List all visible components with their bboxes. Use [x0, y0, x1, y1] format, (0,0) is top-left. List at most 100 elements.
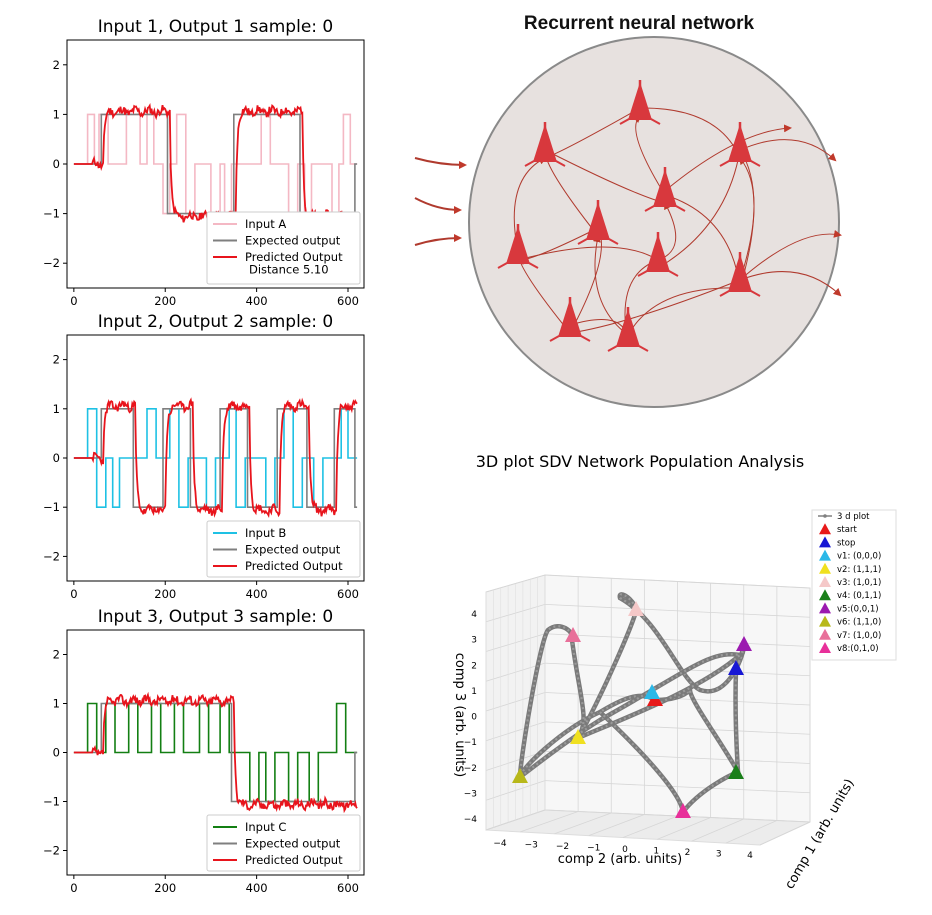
- x-tick-label: 1: [653, 847, 659, 857]
- vertex-marker: [675, 803, 691, 818]
- gridline: [725, 820, 778, 844]
- chart-title: Input 2, Output 2 sample: 0: [98, 312, 333, 332]
- neuron-dendrite: [675, 205, 686, 212]
- z-tick-label: −4: [464, 815, 478, 825]
- y-tick-label: −1: [43, 795, 60, 809]
- y-tick-label: −1: [43, 500, 60, 514]
- z-tick-label: 4: [471, 610, 477, 620]
- series-expected: [73, 702, 358, 803]
- gridline: [657, 817, 711, 840]
- vertex-markers: [512, 601, 752, 818]
- neuron-dendrite: [644, 205, 655, 212]
- trajectory-path: [517, 652, 746, 780]
- neuron-dendrite: [638, 345, 649, 352]
- legend-swatch: [819, 615, 831, 627]
- neuron-dendrite: [619, 118, 630, 125]
- x-tick-label: 200: [154, 881, 176, 895]
- legend-label: v7: (1,0,0): [837, 631, 881, 641]
- chart-title: Input 1, Output 1 sample: 0: [98, 17, 333, 37]
- y-tick-label: 1: [53, 402, 60, 416]
- neuron-dendrite: [497, 262, 508, 269]
- x-tick-label: 0: [70, 881, 77, 895]
- y-tick-label: 0: [53, 451, 60, 465]
- vertex-marker: [728, 764, 744, 779]
- legend-label: Expected output: [245, 543, 341, 557]
- x-tick-label: 400: [246, 881, 268, 895]
- connection: [656, 149, 741, 270]
- z-tick-label: −2: [464, 764, 477, 774]
- trajectory-dots: [518, 593, 746, 778]
- input-arrow: [414, 197, 462, 214]
- x-tick-label: 200: [154, 587, 176, 601]
- gridline: [485, 574, 546, 593]
- legend-label: v1: (0,0,0): [837, 552, 881, 562]
- legend-label: Input A: [245, 217, 286, 231]
- y-tick-label: 1: [53, 107, 60, 121]
- y-tick-label: −2: [43, 256, 60, 270]
- output-arrow: [739, 229, 842, 281]
- legend-label: start: [837, 525, 857, 535]
- series-expected: [73, 407, 358, 509]
- neuron-dendrite: [580, 335, 591, 342]
- legend-swatch: [819, 589, 831, 601]
- gridline: [622, 815, 678, 838]
- 3d-plot-title: 3D plot SDV Network Population Analysis: [476, 452, 805, 471]
- y-tick-label: 2: [53, 58, 60, 72]
- neuron: [524, 122, 566, 167]
- y-tick-label: −2: [43, 549, 60, 563]
- z-tick-label: 0: [471, 713, 477, 723]
- legend-swatch: [819, 523, 831, 535]
- legend-label: 3 d plot: [837, 512, 870, 522]
- legend-label: v2: (1,1,1): [837, 565, 881, 575]
- legend-box: [206, 520, 361, 578]
- legend-label: Predicted Output: [245, 853, 343, 867]
- output-arrow: [659, 124, 792, 196]
- neuron: [719, 252, 761, 297]
- neuron-dendrite: [750, 290, 761, 297]
- connection: [568, 279, 741, 337]
- neuron-dendrite: [668, 270, 679, 277]
- neuron-dendrite: [750, 160, 761, 167]
- neurons: [497, 80, 761, 352]
- gridline: [588, 814, 645, 836]
- x-tick-label: 2: [685, 848, 691, 858]
- legend-label: Predicted Output: [245, 250, 343, 264]
- x-tick-label: 200: [154, 294, 176, 308]
- x-tick-label: 600: [337, 881, 359, 895]
- z-axis-label: comp 3 (arb. units): [452, 653, 467, 777]
- rnn-title: Recurrent neural network: [524, 13, 755, 34]
- legend-swatch: [819, 602, 831, 614]
- gridline: [520, 811, 579, 833]
- gridline: [554, 812, 612, 835]
- connection: [627, 283, 742, 336]
- legend-label: Input C: [245, 820, 286, 834]
- vertex-marker: [644, 684, 660, 699]
- neuron-dendrite: [549, 335, 560, 342]
- neuron-dendrite: [637, 270, 648, 277]
- 3d-legend: 3 d plot start stop v1: (0,0,0) v2: (1,1,1) v…: [811, 509, 897, 661]
- legend-label: v5:(0,0,1): [837, 604, 879, 614]
- z-tick-label: 3: [471, 636, 477, 646]
- x-tick-label: −1: [587, 844, 600, 854]
- x-tick-label: 0: [70, 294, 77, 308]
- legend-label: v6: (1,1,0): [837, 618, 881, 628]
- x-tick-label: 400: [246, 294, 268, 308]
- connection: [592, 234, 629, 336]
- neuron-dendrite: [528, 262, 539, 269]
- neuron: [644, 167, 686, 212]
- vertex-marker: [736, 636, 752, 651]
- neuron: [497, 224, 539, 269]
- legend-swatch: [819, 536, 831, 548]
- neuron: [577, 200, 619, 245]
- chart-title: Input 3, Output 3 sample: 0: [98, 607, 333, 627]
- legend-swatch: [819, 549, 831, 561]
- vertex-marker: [570, 729, 586, 744]
- x-tick-label: 4: [747, 851, 753, 861]
- legend-swatch: [819, 628, 831, 640]
- legend-label: v3: (1,0,1): [837, 578, 881, 588]
- x-tick-label: 0: [70, 587, 77, 601]
- y-tick-label: 1: [53, 697, 60, 711]
- legend: Input C Expected output Predicted Output: [206, 814, 361, 872]
- x-tick-label: 600: [337, 587, 359, 601]
